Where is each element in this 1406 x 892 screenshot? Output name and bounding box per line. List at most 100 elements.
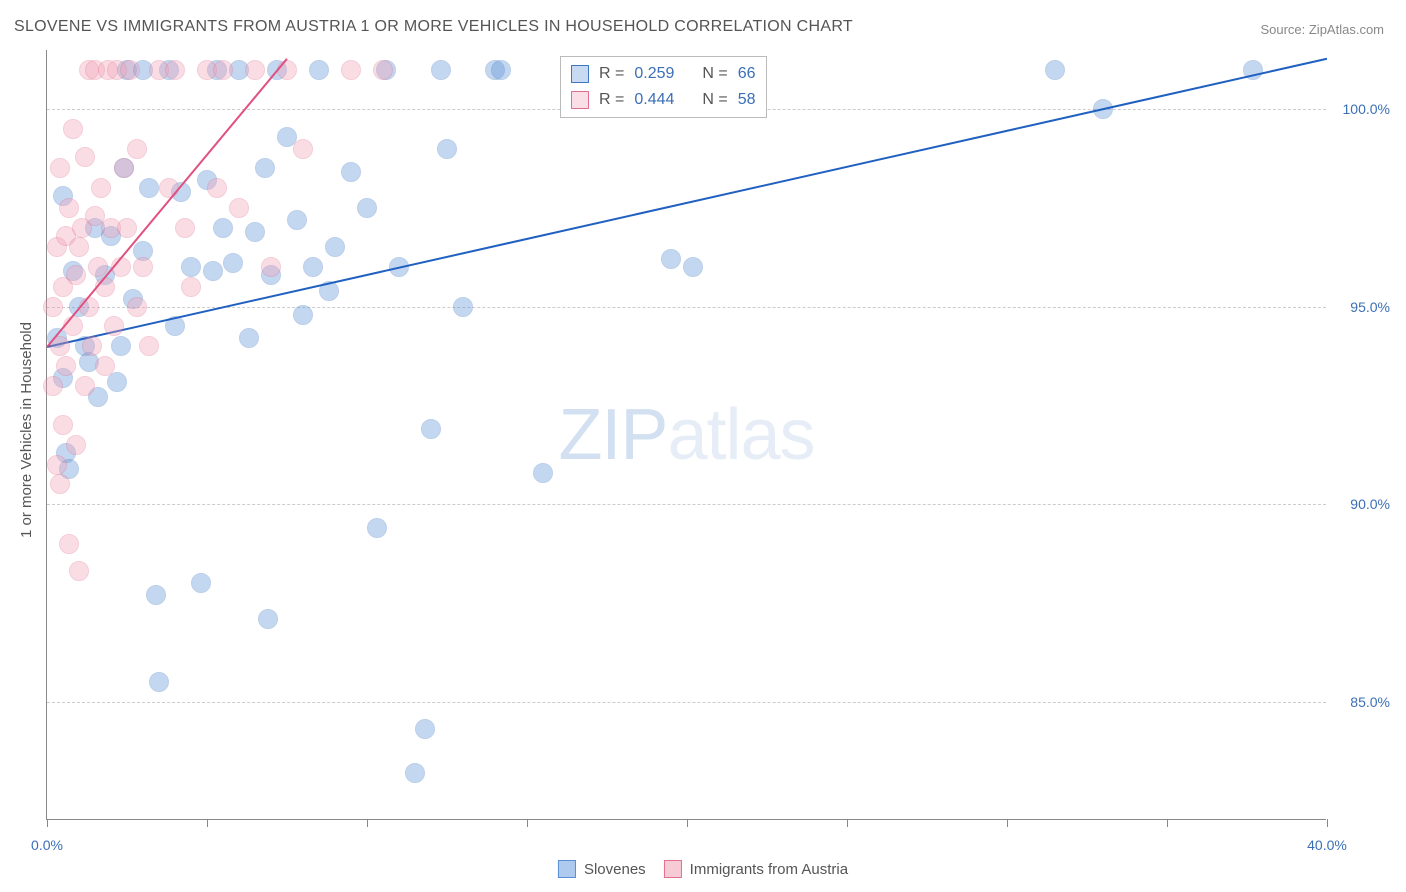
- data-point: [239, 328, 259, 348]
- data-point: [146, 585, 166, 605]
- legend-item: Slovenes: [558, 860, 646, 878]
- x-tick: [207, 819, 208, 827]
- data-point: [139, 336, 159, 356]
- data-point: [229, 198, 249, 218]
- data-point: [69, 561, 89, 581]
- trend-line: [46, 58, 288, 348]
- data-point: [191, 573, 211, 593]
- data-point: [309, 60, 329, 80]
- data-point: [213, 60, 233, 80]
- y-tick-label: 100.0%: [1343, 101, 1390, 117]
- gridline: [47, 504, 1326, 505]
- data-point: [367, 518, 387, 538]
- r-label: R =: [599, 91, 624, 109]
- legend-stats: R = 0.259 N = 66 R = 0.444 N = 58: [560, 56, 767, 118]
- x-tick: [47, 819, 48, 827]
- r-value: 0.259: [634, 65, 674, 83]
- data-point: [437, 139, 457, 159]
- watermark: ZIPatlas: [558, 394, 814, 476]
- data-point: [95, 356, 115, 376]
- y-axis-label: 1 or more Vehicles in Household: [18, 322, 35, 538]
- data-point: [63, 316, 83, 336]
- y-tick-label: 95.0%: [1350, 299, 1390, 315]
- data-point: [75, 147, 95, 167]
- data-point: [405, 763, 425, 783]
- x-tick-label: 0.0%: [31, 837, 63, 853]
- legend-swatch: [664, 860, 682, 878]
- data-point: [66, 265, 86, 285]
- r-label: R =: [599, 65, 624, 83]
- data-point: [111, 336, 131, 356]
- legend-series: Slovenes Immigrants from Austria: [558, 860, 848, 878]
- data-point: [181, 257, 201, 277]
- data-point: [149, 672, 169, 692]
- n-label: N =: [702, 65, 727, 83]
- x-tick: [847, 819, 848, 827]
- data-point: [181, 277, 201, 297]
- data-point: [261, 257, 281, 277]
- data-point: [453, 297, 473, 317]
- data-point: [56, 356, 76, 376]
- data-point: [373, 60, 393, 80]
- data-point: [139, 178, 159, 198]
- n-label: N =: [702, 91, 727, 109]
- data-point: [341, 60, 361, 80]
- x-tick: [527, 819, 528, 827]
- data-point: [213, 218, 233, 238]
- data-point: [59, 534, 79, 554]
- data-point: [533, 463, 553, 483]
- data-point: [277, 60, 297, 80]
- n-value: 66: [738, 65, 756, 83]
- x-tick-label: 40.0%: [1307, 837, 1347, 853]
- data-point: [127, 297, 147, 317]
- legend-swatch: [571, 91, 589, 109]
- data-point: [104, 316, 124, 336]
- n-value: 58: [738, 91, 756, 109]
- gridline: [47, 307, 1326, 308]
- legend-stat-row: R = 0.444 N = 58: [571, 87, 756, 113]
- source-text: Source: ZipAtlas.com: [1260, 22, 1384, 37]
- data-point: [255, 158, 275, 178]
- data-point: [75, 376, 95, 396]
- legend-label: Immigrants from Austria: [690, 861, 848, 878]
- data-point: [114, 158, 134, 178]
- data-point: [66, 435, 86, 455]
- watermark-light: atlas: [667, 395, 814, 475]
- data-point: [117, 218, 137, 238]
- data-point: [175, 218, 195, 238]
- data-point: [159, 178, 179, 198]
- data-point: [69, 237, 89, 257]
- data-point: [59, 198, 79, 218]
- data-point: [293, 305, 313, 325]
- data-point: [127, 139, 147, 159]
- data-point: [43, 376, 63, 396]
- data-point: [207, 178, 227, 198]
- data-point: [683, 257, 703, 277]
- x-tick: [687, 819, 688, 827]
- x-tick: [1327, 819, 1328, 827]
- data-point: [63, 119, 83, 139]
- r-value: 0.444: [634, 91, 674, 109]
- data-point: [82, 336, 102, 356]
- data-point: [50, 474, 70, 494]
- legend-label: Slovenes: [584, 861, 646, 878]
- plot-area: ZIPatlas 85.0%90.0%95.0%100.0%0.0%40.0%: [46, 50, 1326, 820]
- data-point: [357, 198, 377, 218]
- data-point: [1045, 60, 1065, 80]
- data-point: [53, 415, 73, 435]
- data-point: [287, 210, 307, 230]
- data-point: [415, 719, 435, 739]
- data-point: [43, 297, 63, 317]
- data-point: [91, 178, 111, 198]
- data-point: [133, 257, 153, 277]
- data-point: [120, 60, 140, 80]
- data-point: [258, 609, 278, 629]
- watermark-bold: ZIP: [558, 395, 667, 475]
- chart-title: SLOVENE VS IMMIGRANTS FROM AUSTRIA 1 OR …: [14, 18, 853, 36]
- data-point: [165, 60, 185, 80]
- data-point: [421, 419, 441, 439]
- y-tick-label: 85.0%: [1350, 694, 1390, 710]
- legend-swatch: [558, 860, 576, 878]
- legend-item: Immigrants from Austria: [664, 860, 848, 878]
- data-point: [107, 372, 127, 392]
